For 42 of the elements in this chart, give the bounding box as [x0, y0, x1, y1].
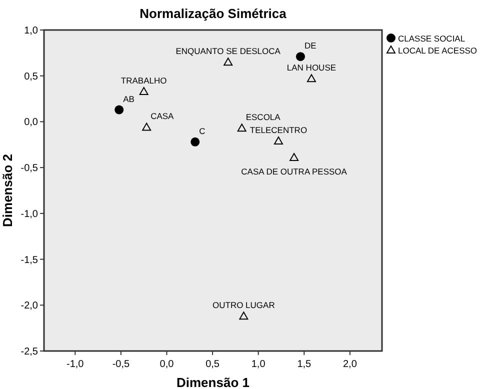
y-tick-label: -1,5	[20, 254, 38, 266]
annotation: C	[199, 126, 206, 136]
annotation: CASA	[150, 111, 174, 122]
x-axis-title: Dimensão 1	[176, 375, 250, 389]
y-tick-label: 0,0	[24, 117, 38, 128]
annotation: TELECENTRO	[250, 124, 308, 135]
annotation: DE	[304, 40, 317, 51]
x-tick-label: -0,5	[112, 359, 130, 370]
annotation: ENQUANTO SE DESLOCA	[176, 46, 281, 56]
point	[190, 137, 200, 146]
y-tick-label: 0,5	[24, 71, 38, 82]
x-tick-label: 0,5	[206, 359, 220, 370]
y-tick-label: -1,0	[20, 208, 38, 220]
annotation: LAN HOUSE	[286, 62, 336, 73]
annotation: OUTRO LUGAR	[212, 300, 275, 310]
point	[239, 312, 248, 320]
y-tick-label: 1,0	[24, 26, 38, 36]
point	[224, 58, 233, 66]
point	[296, 52, 305, 62]
point	[142, 122, 152, 131]
annotation: ESCOLA	[246, 112, 281, 122]
y-tick-label: -2,5	[20, 346, 38, 358]
point	[114, 105, 124, 114]
x-tick-label: 0,0	[160, 359, 174, 370]
annotation: CASA DE OUTRA PESSOA	[241, 166, 348, 176]
point	[139, 86, 148, 95]
annotation: AB	[123, 94, 135, 104]
x-tick-label: 2,0	[342, 359, 358, 370]
point	[290, 152, 299, 161]
annotation: TRABALHO	[120, 75, 168, 86]
x-tick-label: 1,0	[251, 359, 266, 370]
y-axis-title: Dimensão 2	[0, 154, 15, 227]
legend-label: CLASSE SOCIAL	[398, 34, 466, 44]
point	[306, 74, 316, 82]
point	[274, 136, 283, 144]
y-tick-label: -2,0	[20, 300, 38, 312]
x-tick-label: -1,0	[66, 359, 84, 370]
x-tick-label: 1,5	[297, 359, 312, 370]
legend-label: LOCAL DE ACESSO	[398, 46, 478, 56]
y-tick-label: -0,5	[20, 163, 38, 174]
point	[237, 124, 246, 132]
chart-title: Normalização Simétrica	[140, 6, 288, 21]
